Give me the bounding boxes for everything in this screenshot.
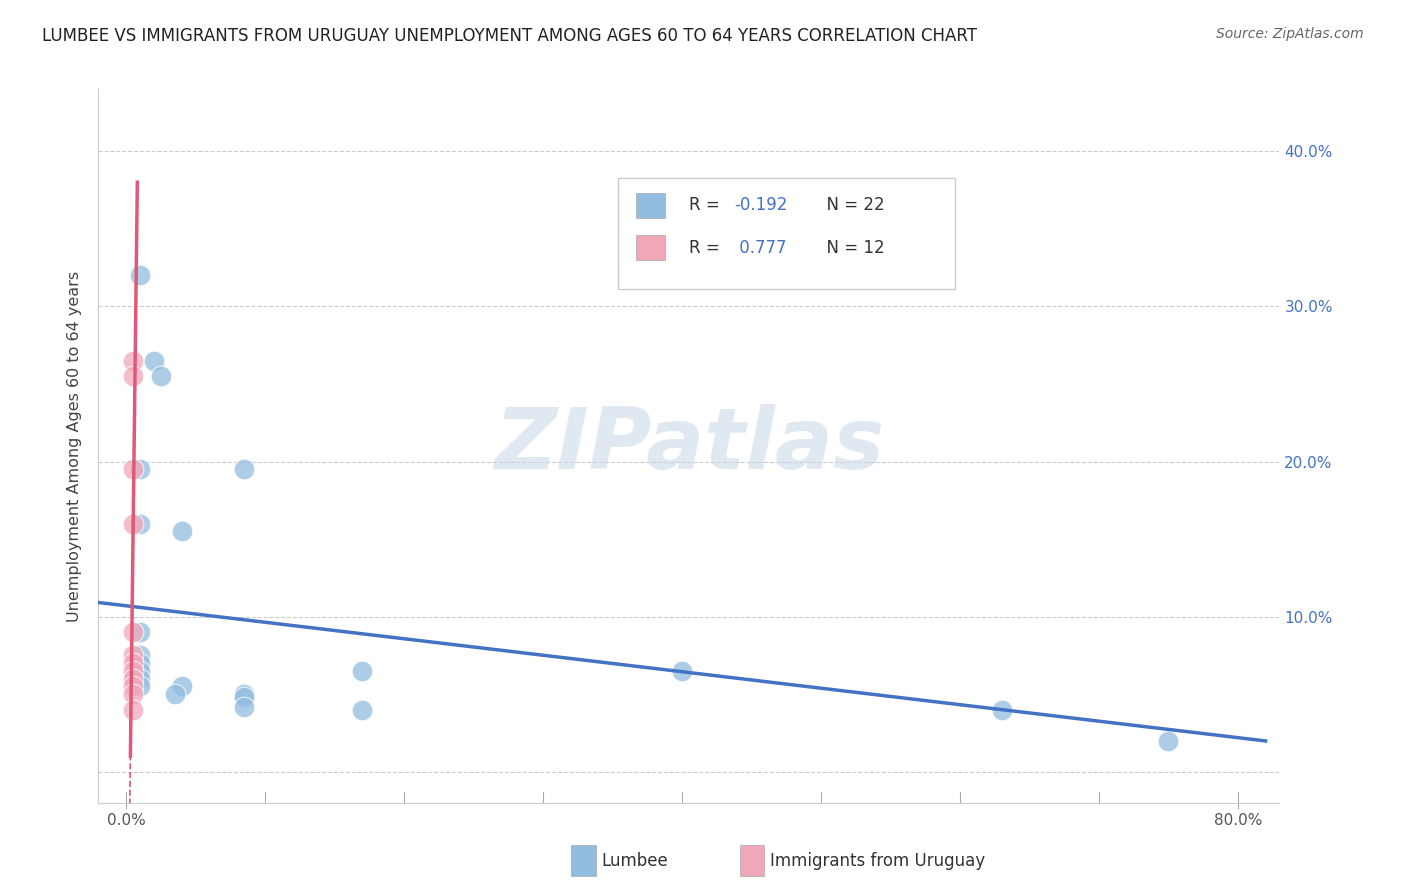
Text: R =: R =: [689, 239, 725, 257]
Text: -0.192: -0.192: [734, 196, 787, 214]
Point: [122, 516, 145, 531]
Text: 0.777: 0.777: [734, 239, 786, 257]
Point: [170, 524, 193, 539]
Point: [233, 699, 256, 714]
Point: [122, 687, 145, 701]
FancyBboxPatch shape: [636, 235, 665, 260]
Point: [129, 664, 152, 678]
Point: [122, 664, 145, 678]
Point: [233, 462, 256, 476]
Point: [122, 369, 145, 384]
Point: [149, 369, 172, 384]
Point: [352, 703, 374, 717]
Point: [233, 690, 256, 705]
Point: [990, 703, 1012, 717]
Point: [122, 353, 145, 368]
Text: N = 12: N = 12: [817, 239, 886, 257]
Point: [122, 462, 145, 476]
Point: [129, 625, 152, 640]
Point: [163, 687, 186, 701]
Text: Immigrants from Uruguay: Immigrants from Uruguay: [770, 852, 986, 870]
Point: [129, 268, 152, 283]
Text: ZIPatlas: ZIPatlas: [494, 404, 884, 488]
Point: [129, 516, 152, 531]
Point: [122, 680, 145, 694]
Point: [129, 680, 152, 694]
Point: [143, 353, 166, 368]
Point: [129, 672, 152, 686]
Point: [129, 648, 152, 663]
Point: [233, 687, 256, 701]
Point: [352, 664, 374, 678]
Text: R =: R =: [689, 196, 725, 214]
Point: [122, 648, 145, 663]
Point: [129, 462, 152, 476]
Point: [122, 656, 145, 670]
FancyBboxPatch shape: [619, 178, 955, 289]
Text: Lumbee: Lumbee: [602, 852, 668, 870]
Point: [122, 703, 145, 717]
Point: [1157, 733, 1180, 747]
Text: N = 22: N = 22: [817, 196, 886, 214]
Text: Source: ZipAtlas.com: Source: ZipAtlas.com: [1216, 27, 1364, 41]
Point: [170, 680, 193, 694]
FancyBboxPatch shape: [636, 193, 665, 218]
Y-axis label: Unemployment Among Ages 60 to 64 years: Unemployment Among Ages 60 to 64 years: [67, 270, 83, 622]
Point: [122, 672, 145, 686]
Text: LUMBEE VS IMMIGRANTS FROM URUGUAY UNEMPLOYMENT AMONG AGES 60 TO 64 YEARS CORRELA: LUMBEE VS IMMIGRANTS FROM URUGUAY UNEMPL…: [42, 27, 977, 45]
Point: [129, 656, 152, 670]
Point: [122, 625, 145, 640]
Point: [671, 664, 693, 678]
